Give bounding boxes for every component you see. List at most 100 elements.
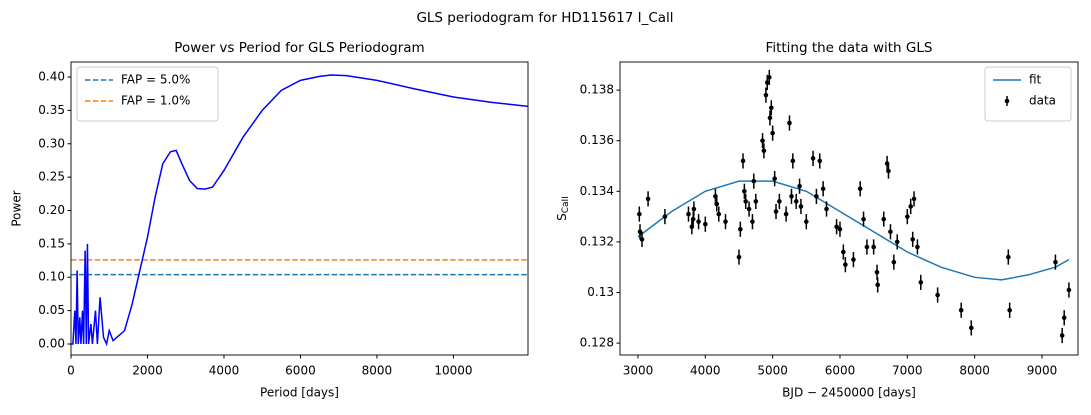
data-point — [881, 216, 887, 222]
y-axis-label-main: S — [555, 213, 569, 221]
data-point — [886, 168, 891, 174]
data-point — [817, 158, 823, 164]
axes-title: Power vs Period for GLS Periodogram — [174, 40, 424, 56]
x-tick-label: 6000 — [285, 364, 316, 378]
data-point — [908, 204, 913, 209]
x-axis-label: BJD − 2450000 [days] — [782, 386, 916, 400]
data-point — [714, 201, 720, 207]
data-point — [783, 211, 789, 217]
legend-swatch — [1004, 98, 1010, 104]
data-point — [874, 269, 880, 275]
data-point — [760, 138, 765, 143]
data-point — [763, 92, 769, 98]
x-tick-label: 3000 — [623, 364, 654, 378]
data-point — [814, 194, 819, 199]
x-tick-label: 7000 — [892, 364, 923, 378]
data-point — [820, 186, 826, 192]
x-tick-label: 0 — [67, 364, 75, 378]
data-point — [918, 280, 924, 285]
data-point — [798, 204, 804, 209]
data-point — [797, 183, 802, 189]
data-point — [768, 105, 774, 111]
data-point — [740, 158, 746, 164]
y-tick-label: 0.136 — [580, 133, 614, 147]
data-point — [894, 239, 900, 245]
data-point — [723, 219, 728, 224]
data-point — [910, 237, 915, 242]
data-point — [639, 237, 645, 242]
y-tick-label: 0.05 — [38, 303, 65, 317]
data-point — [690, 216, 696, 222]
data-point — [861, 216, 866, 222]
data-point — [696, 219, 701, 224]
data-point — [746, 206, 752, 212]
data-line — [637, 180, 1070, 281]
x-tick-label: 2000 — [132, 364, 163, 378]
y-axis-label: Power — [10, 190, 24, 226]
y-tick-label: 0.132 — [580, 234, 614, 248]
x-tick-label: 4000 — [690, 364, 721, 378]
y-axis-label-sub: CaII — [561, 196, 571, 213]
axes-frame — [619, 61, 1079, 356]
data-point — [750, 219, 755, 224]
y-tick-label: 0.00 — [38, 336, 65, 350]
data-point — [662, 214, 668, 219]
data-point — [736, 254, 742, 260]
data-point — [915, 244, 920, 250]
data-point — [1053, 259, 1058, 265]
data-point — [703, 221, 708, 227]
x-tick-label: 8000 — [362, 364, 393, 378]
data-point — [764, 80, 770, 85]
data-point — [787, 120, 792, 126]
data-point — [837, 226, 843, 232]
data-point — [841, 249, 846, 255]
legend-box — [984, 66, 1072, 122]
y-tick-label: 0.30 — [38, 136, 65, 150]
data-point — [958, 307, 964, 313]
data-point — [1059, 333, 1065, 338]
data-point — [742, 188, 747, 194]
data-point — [824, 206, 829, 212]
data-point — [864, 244, 870, 250]
data-point — [857, 186, 863, 192]
data-point — [738, 226, 743, 232]
axes-title: Fitting the data with GLS — [766, 40, 933, 56]
legend-label: FAP = 5.0% — [121, 73, 190, 87]
x-tick-label: 4000 — [209, 364, 240, 378]
x-tick-label: 5000 — [757, 364, 788, 378]
data-point — [773, 209, 779, 214]
y-tick-label: 0.13 — [587, 285, 614, 299]
data-point — [766, 75, 772, 80]
data-point — [637, 211, 642, 217]
y-axis-label: SCaII — [555, 196, 571, 221]
data-point — [1007, 307, 1012, 313]
legend-label: FAP = 1.0% — [121, 94, 190, 108]
x-tick-label: 6000 — [825, 364, 856, 378]
x-tick-label: 9000 — [1027, 364, 1058, 378]
data-point — [686, 211, 691, 217]
legend-label: data — [1029, 94, 1056, 108]
data-point — [637, 229, 643, 235]
data-point — [1066, 287, 1072, 293]
x-tick-label: 10000 — [434, 364, 472, 378]
data-point — [753, 199, 759, 204]
data-point — [891, 259, 897, 265]
data-point — [911, 196, 917, 202]
data-point — [767, 115, 773, 121]
data-point — [716, 211, 722, 217]
data-point — [793, 199, 799, 204]
y-tick-label: 0.25 — [38, 170, 65, 184]
data-line — [71, 74, 528, 347]
data-point — [935, 292, 940, 298]
data-point — [905, 214, 910, 219]
data-point — [691, 206, 697, 212]
data-point — [777, 199, 782, 204]
data-point — [789, 194, 794, 199]
data-point — [645, 196, 651, 202]
data-point — [843, 262, 848, 267]
x-axis-label: Period [days] — [260, 386, 339, 400]
y-tick-label: 0.20 — [38, 203, 65, 217]
data-point — [851, 257, 856, 262]
data-point — [790, 158, 796, 164]
